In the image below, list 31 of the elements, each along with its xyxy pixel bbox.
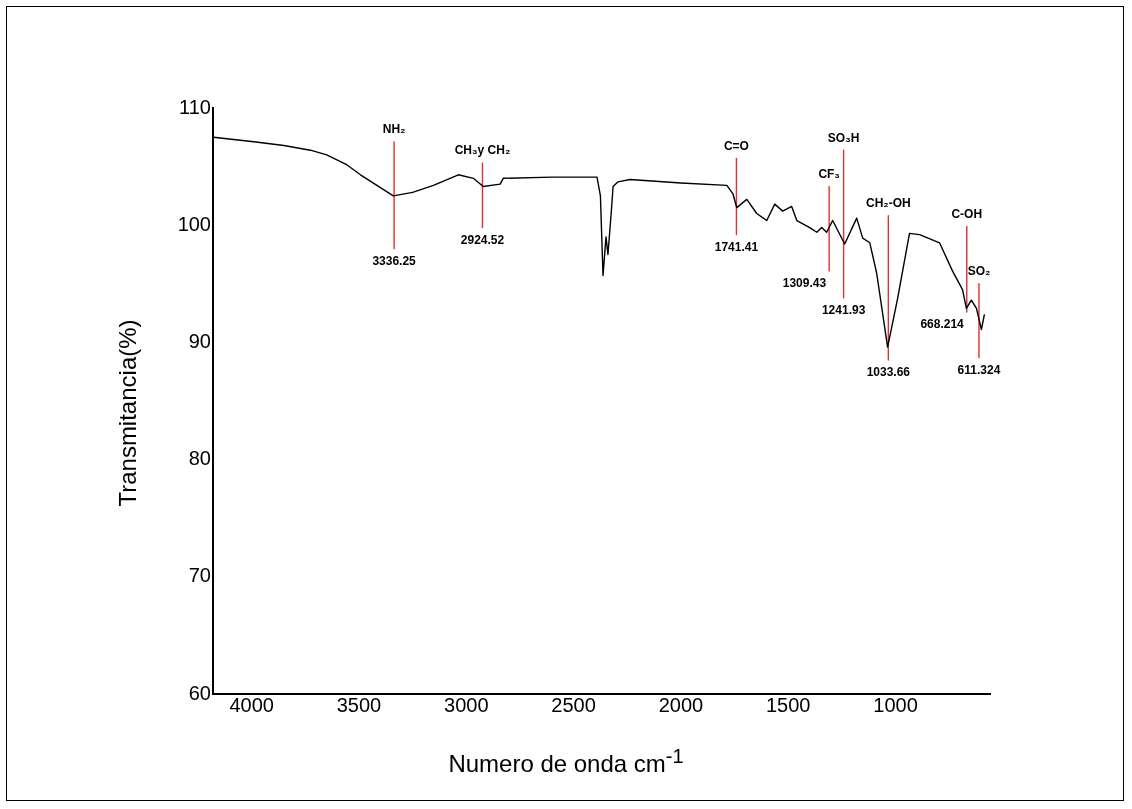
annotation: SO₂ xyxy=(967,264,991,279)
x-axis-title: Numero de onda cm$^{-1}$ xyxy=(447,745,685,778)
annotation: C=O xyxy=(723,138,749,153)
x-tick-label: 1000 xyxy=(873,693,918,716)
annotation: 1241.93 xyxy=(821,303,866,318)
annotation: 1033.66 xyxy=(866,365,911,380)
annotation: CH₂-OH xyxy=(866,196,911,211)
annotation: SO₃H xyxy=(827,130,860,145)
y-axis-title: Transmitancia(%) xyxy=(114,319,142,507)
x-tick-label: 1500 xyxy=(765,693,811,716)
annotation: 2924.52 xyxy=(460,232,505,247)
annotation: 1309.43 xyxy=(782,276,827,291)
y-tick-label: 110 xyxy=(179,95,211,118)
x-tick-label: 2000 xyxy=(658,693,704,716)
annotation: C-OH xyxy=(951,206,983,221)
annotation: 1741.41 xyxy=(714,239,759,254)
y-tick-label: 60 xyxy=(188,681,211,704)
x-tick-label: 3000 xyxy=(444,693,489,716)
x-tick-label: 3500 xyxy=(336,693,382,716)
x-tick-label: 4000 xyxy=(229,693,274,716)
annotation: 3336.25 xyxy=(372,253,417,268)
annotation: 611.324 xyxy=(957,362,1001,377)
annotation: 668.214 xyxy=(920,317,965,332)
y-tick-label: 90 xyxy=(188,329,211,352)
y-tick-label: 70 xyxy=(188,564,211,587)
annotation: CF₃ xyxy=(818,166,840,181)
x-tick-label: 2500 xyxy=(551,693,596,716)
y-tick-label: 100 xyxy=(177,212,211,235)
y-tick-label: 80 xyxy=(188,447,211,470)
annotation: CH₃y CH₂ xyxy=(454,143,511,158)
annotation: NH₂ xyxy=(382,122,406,137)
